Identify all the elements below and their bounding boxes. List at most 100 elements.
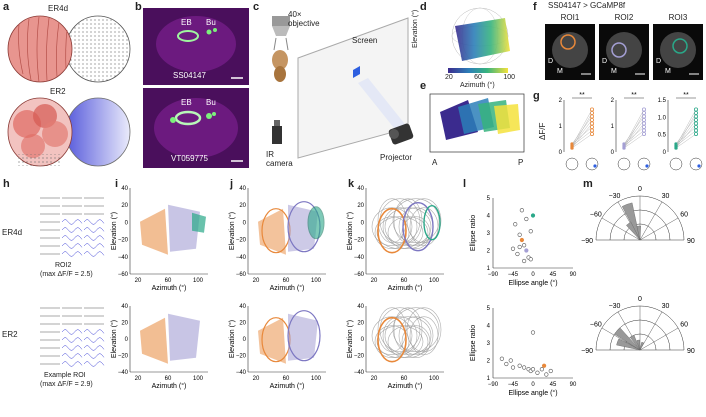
rf-y-tick: 40 [121,304,128,310]
rf-ellipse-highlight-purple [402,202,434,252]
response-trace [83,235,105,241]
l-data-point [530,330,536,335]
rf-y-tick: −20 [118,238,129,244]
response-trace [61,235,83,241]
rf-patch-roi3 [192,212,206,233]
l-x-tick: 0 [531,382,535,388]
rf-y-tick: 0 [361,337,365,343]
rf-y-tick: 20 [121,321,128,327]
l-x-tick: 45 [550,272,557,278]
l-x-tick: 0 [531,272,535,278]
rf-y-tick: −20 [118,354,129,360]
rf-x-tick: 60 [165,376,172,382]
l-data-point [539,367,544,372]
rf-x-tick: 60 [283,278,290,284]
rf-y-tick: 20 [239,203,246,209]
pair-point-on [693,132,698,137]
l-y-tick: 5 [487,196,491,202]
response-trace [83,345,105,351]
panel-label-h: h [3,178,10,190]
colorbar-ticks: 20 60 100 [445,74,515,81]
arena-off-icon [669,157,683,171]
rf-x-tick: 60 [401,278,408,284]
polar-tick: 60 [680,212,688,219]
pair-line [571,119,593,147]
rf-ellipse-population [387,325,429,358]
sig-label: ** [631,92,637,99]
rf-y-tick: 0 [125,337,129,343]
pair-point-on [590,124,595,129]
pair-line [623,123,645,149]
l-data-point [544,372,549,377]
rf-xlabel: Azimuth (°) [152,382,187,390]
rf-y-tick: 40 [239,304,246,310]
pair-line [571,133,593,149]
bu-label-top: Bu [206,18,216,27]
l-x-tick: 45 [550,382,557,388]
l-data-point [510,365,516,370]
pair-line [675,133,697,149]
response-trace [83,353,105,359]
polar-tick: 60 [680,322,688,329]
l-data-point [510,246,516,251]
response-trace [61,219,83,225]
pair-point-on [642,107,647,112]
panel-label-k: k [348,178,355,190]
response-trace [61,329,83,335]
arena-on-icon [585,157,599,171]
confocal-image-bottom: EB Bu VT059775 [143,88,249,168]
polar-spoke [601,217,641,241]
polar-tick: 90 [687,238,695,245]
panel-label-l: l [463,178,467,190]
rf-ellipse-population [393,198,423,244]
arena-off-icon [565,157,579,171]
l-data-point [530,213,536,218]
l-data-point [548,368,553,374]
rf-x-tick: 20 [253,376,260,382]
l-data-point [517,363,522,368]
confocal-image-top: EB Bu SS04147 [143,8,249,85]
panel-d-ylabel: Elevation (°) [412,9,419,48]
panel-label-j: j [230,178,234,190]
rf-xlabel: Azimuth (°) [270,382,305,390]
polar-spoke [639,201,663,241]
pair-point-on [590,107,595,112]
l-y-tick: 2 [487,359,491,365]
response-trace [83,251,105,257]
rf-ellipse-population [393,307,423,352]
pair-line [571,109,593,147]
response-trace [83,337,105,343]
stimulus-dot [697,164,701,168]
pair-point-on [642,132,647,137]
response-trace [83,227,105,233]
l-data-point [528,229,533,234]
rf-x-tick: 100 [311,376,322,382]
roi-label-er4d: ROI2 [55,262,72,269]
eb-label-bottom: EB [181,98,192,107]
response-trace [61,337,83,343]
panel-g-ylabel: ΔF/F [538,122,547,140]
rf-y-tick: 40 [121,186,128,192]
pair-point-on [590,128,595,133]
rf-xlabel: Azimuth (°) [388,382,423,390]
posterior-label: P [518,158,524,167]
rf-ellipse-highlight-orange [377,207,407,254]
rf-y-tick: 20 [357,321,364,327]
rf-x-tick: 100 [193,278,204,284]
l-x-tick: 90 [570,382,577,388]
pair-line [675,130,697,147]
rf-ellipse-population [377,307,407,352]
rf-y-tick: −20 [236,238,247,244]
l-y-tick: 1 [487,376,491,382]
polar-bar [614,327,641,351]
response-trace [61,227,83,233]
gcamp-image-roi3: ROI3 D M [653,13,703,80]
response-trace [61,353,83,359]
traces-er4d [40,197,105,257]
l-y-tick: 3 [487,231,491,237]
rf-y-tick: −40 [118,370,129,376]
anterior-label: A [432,158,438,167]
l-x-tick: −90 [488,382,499,388]
rf-x-tick: 60 [401,376,408,382]
gcamp-image-roi2: ROI2 D M [599,13,649,80]
